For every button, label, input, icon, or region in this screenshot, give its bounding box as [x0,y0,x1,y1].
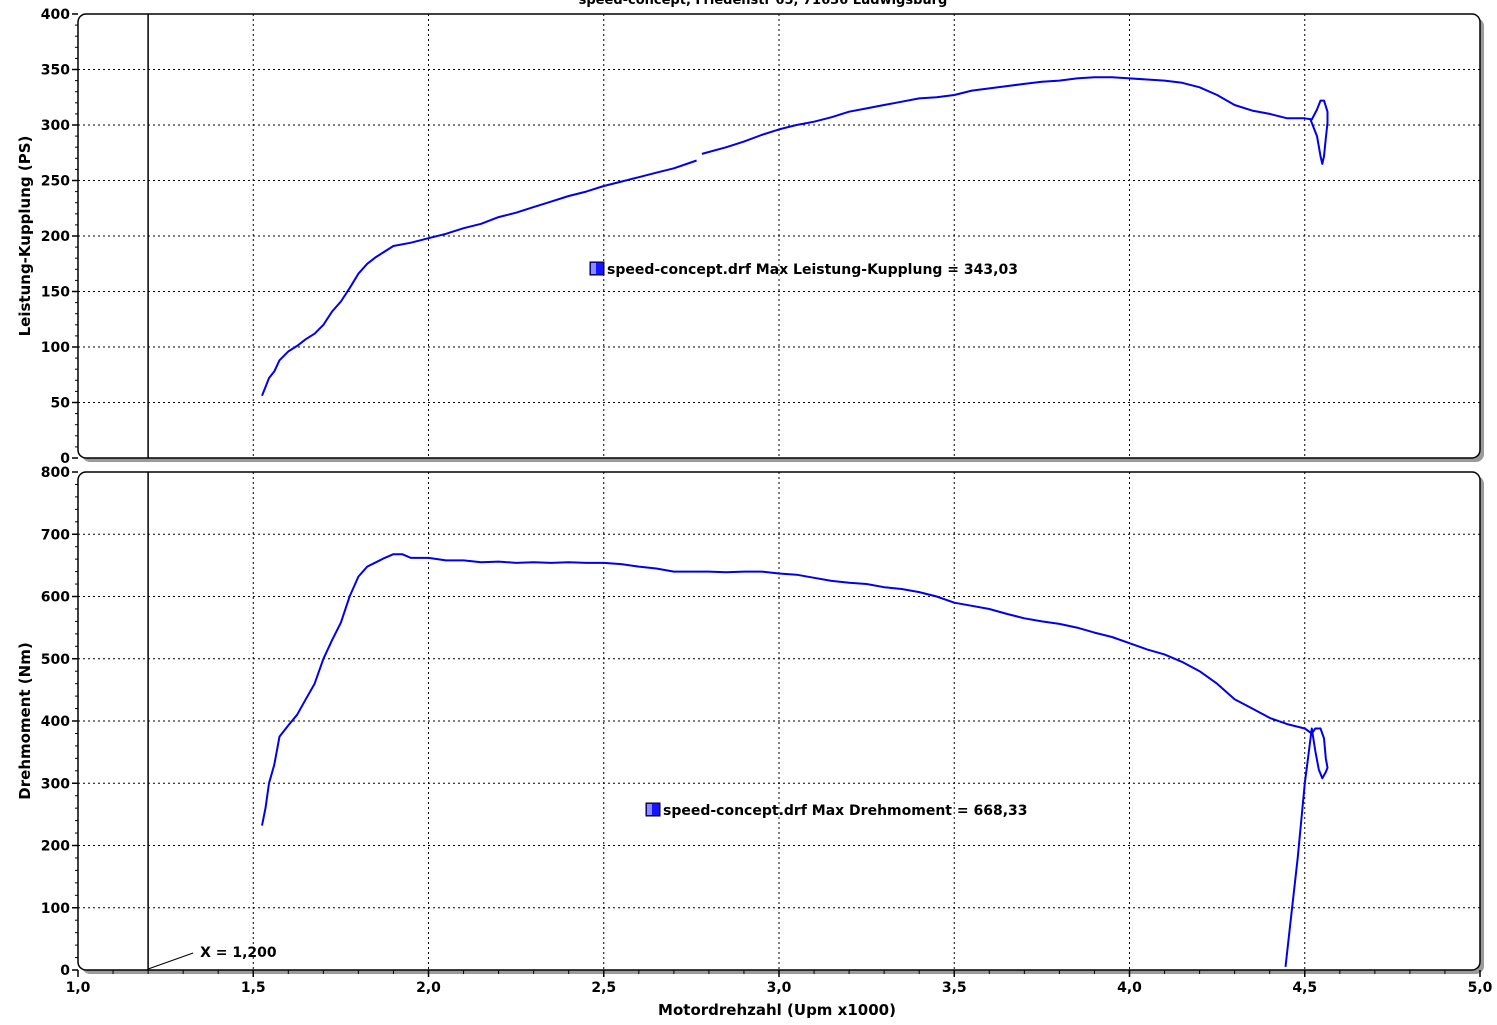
torque-y-tick-label: 500 [41,652,70,668]
power-y-tick-label: 0 [60,451,70,467]
x-tick-label: 1,5 [241,980,266,996]
power-y-tick-label: 100 [41,340,70,356]
torque-series-line [261,553,1329,968]
power-y-tick-label: 200 [41,229,70,245]
legend-swatch-highlight [647,804,652,815]
power-y-tick-label: 300 [41,118,70,134]
torque-y-tick-label: 200 [41,839,70,855]
power-y-tick-label: 50 [51,396,71,412]
legend-swatch-highlight [591,263,596,274]
chart-title: speed-concept, Friedenstr 65, 71636 Ludw… [579,0,948,8]
x-tick-label: 3,5 [942,980,967,996]
x-tick-label: 4,0 [1117,980,1142,996]
x-tick-label: 1,0 [66,980,91,996]
torque-max-annotation: speed-concept.drf Max Drehmoment = 668,3… [645,802,1028,819]
torque-y-tick-label: 300 [41,776,70,792]
power-series-line [261,159,697,397]
power-max-annotation: speed-concept.drf Max Leistung-Kupplung … [589,261,1018,278]
torque-max-label: speed-concept.drf Max Drehmoment = 668,3… [663,803,1028,819]
power-panel: 0 50 100 150 200 250 300 350 400 Leistung-Kupplun… [16,7,1484,467]
torque-y-tick-label: 800 [41,465,70,481]
cursor-readout: X = 1,200 [200,945,277,961]
x-tick-label: 3,0 [767,980,792,996]
power-series-line [701,76,1329,165]
x-axis: 1,0 1,5 2,0 2,5 3,0 3,5 4,0 4,5 5,0 X = 1,200 [66,945,1493,996]
power-y-tick-label: 150 [41,285,70,301]
power-y-tick-label: 250 [41,174,70,190]
cursor-pointer-line [147,952,194,970]
x-axis-label: Motordrehzahl (Upm x1000) [658,1001,896,1019]
torque-y-tick-label: 0 [60,963,70,979]
power-max-label: speed-concept.drf Max Leistung-Kupplung … [607,262,1018,278]
x-tick-label: 2,5 [591,980,616,996]
torque-y-tick-label: 400 [41,714,70,730]
power-y-axis-label: Leistung-Kupplung (PS) [16,136,34,337]
torque-y-tick-label: 600 [41,590,70,606]
torque-panel: 0 100 200 300 400 500 600 700 800 Drehmoment (Nm)… [16,465,1484,979]
power-y-tick-label: 350 [41,63,70,79]
x-tick-label: 4,5 [1292,980,1317,996]
torque-y-tick-label: 700 [41,527,70,543]
torque-y-tick-label: 100 [41,901,70,917]
x-tick-label: 2,0 [416,980,441,996]
x-tick-label: 5,0 [1468,980,1493,996]
torque-y-axis-label: Drehmoment (Nm) [16,642,34,799]
power-y-tick-label: 400 [41,7,70,23]
